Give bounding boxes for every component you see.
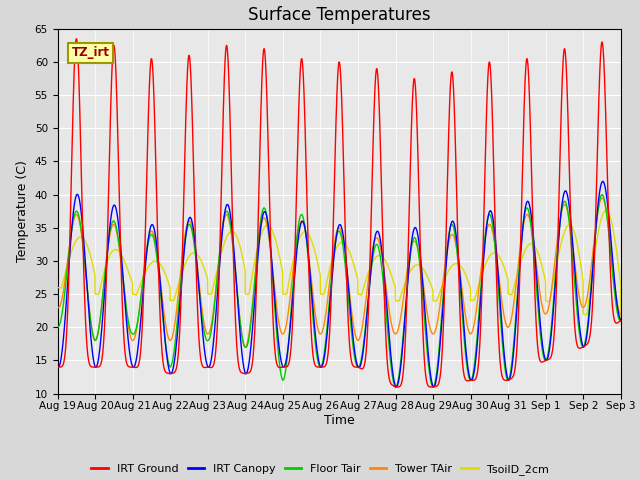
Title: Surface Temperatures: Surface Temperatures	[248, 6, 431, 24]
Y-axis label: Temperature (C): Temperature (C)	[16, 160, 29, 262]
Text: TZ_irt: TZ_irt	[72, 46, 109, 59]
X-axis label: Time: Time	[324, 414, 355, 427]
Legend: IRT Ground, IRT Canopy, Floor Tair, Tower TAir, TsoilD_2cm: IRT Ground, IRT Canopy, Floor Tair, Towe…	[87, 459, 553, 479]
